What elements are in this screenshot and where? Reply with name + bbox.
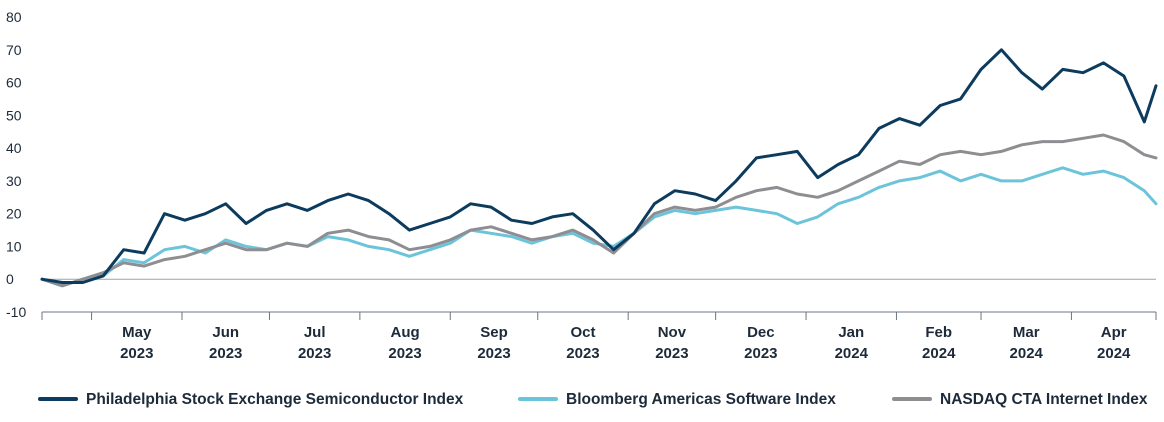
x-tick-month-label: Oct <box>570 324 595 341</box>
series-lines <box>40 48 1158 288</box>
x-axis: May 2023 Jun 2023 Jul 2023 Aug 2023 Sep 2023 Oct 20… <box>41 278 1157 362</box>
y-axis-ticks: -10 0 10 20 30 40 50 60 70 80 <box>6 9 26 320</box>
y-tick-label: 0 <box>6 271 14 287</box>
x-tick-month-label: Jan <box>838 324 864 341</box>
legend-label: NASDAQ CTA Internet Index <box>940 391 1148 408</box>
legend-label: Philadelphia Stock Exchange Semiconducto… <box>86 391 464 408</box>
series-line-1 <box>40 48 1158 284</box>
x-tick-month-label: Apr <box>1101 324 1127 341</box>
legend-label: Bloomberg Americas Software Index <box>566 391 836 408</box>
y-tick-label: 50 <box>6 107 22 123</box>
x-tick-year-label: 2024 <box>1010 345 1044 362</box>
x-tick-month-label: Sep <box>480 324 508 341</box>
x-tick-year-label: 2023 <box>566 345 599 362</box>
x-tick-month-label: Jun <box>212 324 239 341</box>
y-tick-label: 20 <box>6 206 22 222</box>
x-tick-year-label: 2023 <box>655 345 688 362</box>
y-tick-label: 10 <box>6 238 22 254</box>
x-tick-month-label: Feb <box>925 324 952 341</box>
x-tick-year-label: 2024 <box>835 345 869 362</box>
x-tick-month-label: May <box>122 324 152 341</box>
x-tick-year-label: 2023 <box>209 345 242 362</box>
y-tick-label: -10 <box>6 304 26 320</box>
y-tick-label: 80 <box>6 9 22 25</box>
y-tick-label: 60 <box>6 75 22 91</box>
x-tick-year-label: 2024 <box>922 345 956 362</box>
x-tick-month-label: Dec <box>747 324 775 341</box>
y-tick-label: 40 <box>6 140 22 156</box>
legend: Philadelphia Stock Exchange Semiconducto… <box>38 391 1148 408</box>
series-line-3 <box>40 133 1158 288</box>
series-line-2 <box>40 166 1158 288</box>
x-tick-year-label: 2023 <box>298 345 331 362</box>
x-tick-month-label: Mar <box>1013 324 1040 341</box>
x-tick-year-label: 2023 <box>120 345 153 362</box>
x-tick-month-label: Aug <box>390 324 419 341</box>
x-tick-month-label: Jul <box>304 324 326 341</box>
x-tick-year-label: 2023 <box>744 345 777 362</box>
y-tick-label: 30 <box>6 173 22 189</box>
x-tick-month-label: Nov <box>658 324 687 341</box>
x-tick-year-label: 2023 <box>477 345 510 362</box>
x-tick-year-label: 2024 <box>1097 345 1131 362</box>
y-tick-label: 70 <box>6 42 22 58</box>
x-tick-year-label: 2023 <box>388 345 421 362</box>
